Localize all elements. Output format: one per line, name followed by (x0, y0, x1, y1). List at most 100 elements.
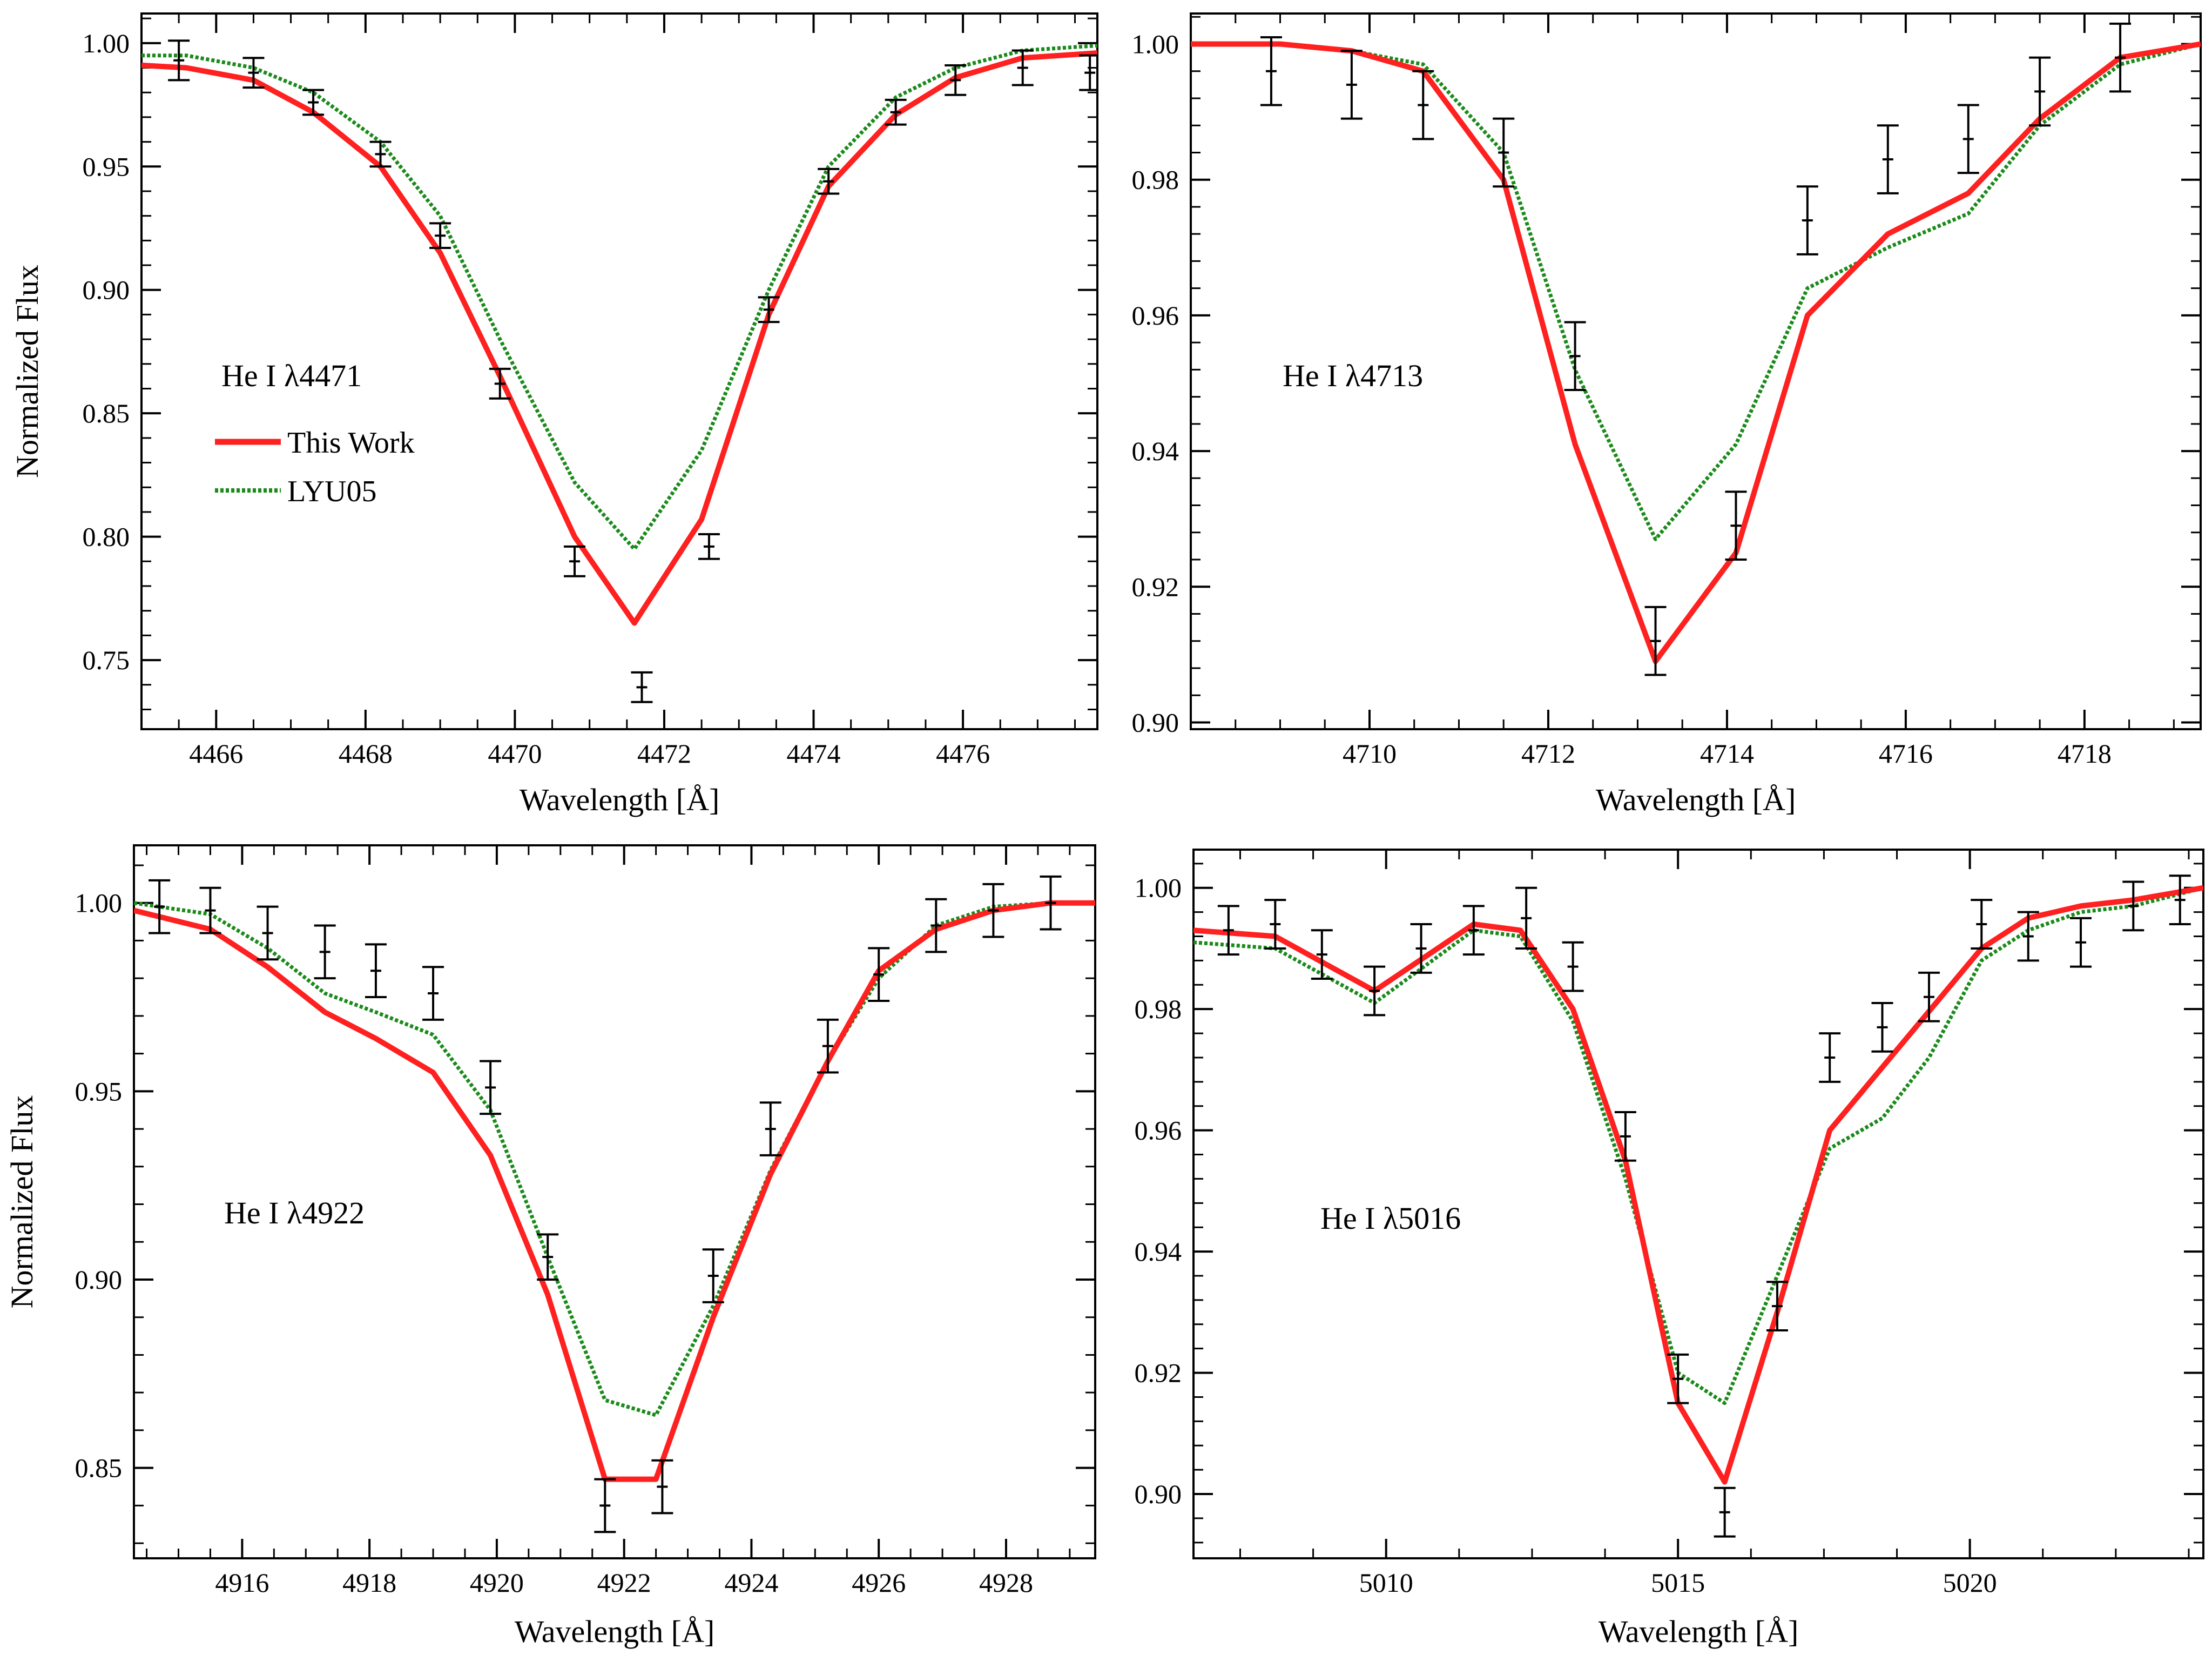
y-tick-label: 1.00 (1132, 29, 1179, 59)
observation-point (1260, 36, 1282, 106)
observation-point (369, 140, 392, 168)
y-tick-label: 0.94 (1132, 436, 1179, 466)
panel-label: He I λ5016 (1320, 1201, 1461, 1236)
panel-3: 4916 4918 4920 4922 4924 4926 4928 0.85 0.90 0.95… (4, 844, 1096, 1649)
series-line-lyu05 (141, 43, 1097, 551)
panel-label: He I λ4713 (1283, 358, 1423, 393)
plot-area (134, 875, 1095, 1533)
observation-point (2169, 874, 2191, 926)
y-tick-label: 1.00 (75, 888, 123, 918)
x-tick-label: 4714 (1700, 738, 1754, 769)
observation-point (982, 883, 1004, 938)
y-tick-label: 0.94 (1135, 1236, 1182, 1267)
observation-point (1877, 124, 1899, 194)
series-line-this-work (1191, 41, 2201, 664)
observation-point (1766, 1281, 1788, 1332)
series-line-lyu05 (1193, 886, 2203, 1405)
observation-point (1714, 1486, 1736, 1538)
series-line-this-work (141, 50, 1097, 626)
x-tick-label: 4922 (597, 1567, 651, 1598)
observation-point (698, 533, 720, 560)
plot-frame (1190, 12, 2202, 730)
observation-point (537, 1233, 559, 1281)
x-tick-label: 4928 (979, 1567, 1033, 1598)
observation-point (257, 905, 279, 961)
observation-point (1614, 1111, 1636, 1162)
legend-label-lyu05: LYU05 (287, 475, 376, 508)
x-tick-label: 4916 (215, 1567, 269, 1598)
x-tick-label: 4920 (470, 1567, 524, 1598)
observation-point (1364, 965, 1386, 1017)
panel-label: He I λ4471 (221, 358, 362, 393)
observation-point (1079, 54, 1097, 91)
panel-4: 5010 5015 5020 0.90 0.92 0.94 0.96 0.98 1.00 Wave… (1135, 849, 2204, 1649)
y-tick-label: 0.98 (1135, 994, 1182, 1024)
series-line-this-work (134, 900, 1095, 1482)
observation-point (702, 1248, 724, 1303)
y-axis-title: Normalized Flux (10, 265, 45, 478)
observation-point (1264, 899, 1286, 950)
observation-point (925, 898, 947, 953)
plot-area (141, 39, 1097, 703)
observation-point (480, 1060, 502, 1115)
observation-point (168, 39, 190, 82)
observation-point (1217, 905, 1239, 956)
observation-point (1410, 923, 1432, 974)
plot-frame (133, 844, 1096, 1559)
observation-point (2017, 911, 2039, 962)
x-axis-title: Wavelength [Å] (515, 1614, 715, 1649)
observation-point (489, 367, 511, 400)
observation-point (2122, 880, 2144, 932)
x-tick-label: 4468 (339, 738, 393, 769)
x-tick-label: 4718 (2058, 738, 2112, 769)
y-tick-label: 0.95 (83, 151, 130, 181)
x-axis-title: Wavelength [Å] (1596, 782, 1796, 817)
observation-point (817, 1018, 839, 1074)
y-tick-label: 1.00 (1135, 873, 1182, 903)
observation-point (1725, 490, 1747, 561)
y-tick-label: 0.90 (75, 1264, 123, 1295)
series-line-lyu05 (134, 901, 1095, 1417)
y-tick-label: 0.96 (1135, 1115, 1182, 1146)
observation-point (242, 57, 265, 89)
y-tick-label: 0.90 (83, 275, 130, 305)
x-tick-label: 4710 (1343, 738, 1397, 769)
observation-point (365, 943, 387, 999)
observation-point (1796, 185, 1818, 255)
y-tick-label: 0.92 (1132, 571, 1179, 602)
observation-point (2109, 22, 2132, 93)
panel-1: 4466 4468 4470 4472 4474 4476 0.75 0.80 0.85 0.90… (10, 12, 1098, 817)
observation-point (945, 64, 967, 96)
observation-point (1011, 49, 1034, 86)
x-tick-label: 4712 (1521, 738, 1575, 769)
observation-point (1644, 605, 1667, 676)
observation-point (1819, 1032, 1841, 1083)
observation-point (314, 924, 336, 980)
plot-area (1193, 874, 2203, 1538)
observation-point (594, 1478, 616, 1533)
observation-point (2029, 56, 2051, 127)
y-tick-label: 0.75 (83, 645, 130, 675)
observation-point (631, 671, 653, 703)
x-tick-label: 4918 (342, 1567, 396, 1598)
plot-area (1191, 22, 2201, 676)
x-tick-label: 5010 (1359, 1567, 1413, 1598)
observation-point (868, 947, 890, 1002)
x-tick-label: 4466 (189, 738, 243, 769)
y-tick-label: 0.85 (83, 398, 130, 428)
observation-point (1971, 899, 1993, 950)
x-tick-label: 4716 (1879, 738, 1933, 769)
observation-point (149, 879, 171, 934)
observation-point (1562, 941, 1584, 992)
x-tick-label: 4926 (852, 1567, 906, 1598)
x-tick-label: 4476 (936, 738, 990, 769)
legend: This Work LYU05 (215, 426, 415, 508)
observation-point (1918, 971, 1940, 1022)
series-line-this-work (1193, 885, 2203, 1485)
y-tick-label: 0.92 (1135, 1358, 1182, 1388)
x-axis-title: Wavelength [Å] (520, 782, 720, 817)
observation-point (1040, 875, 1062, 931)
plot-frame (1192, 849, 2204, 1559)
y-axis-title: Normalized Flux (4, 1095, 39, 1309)
